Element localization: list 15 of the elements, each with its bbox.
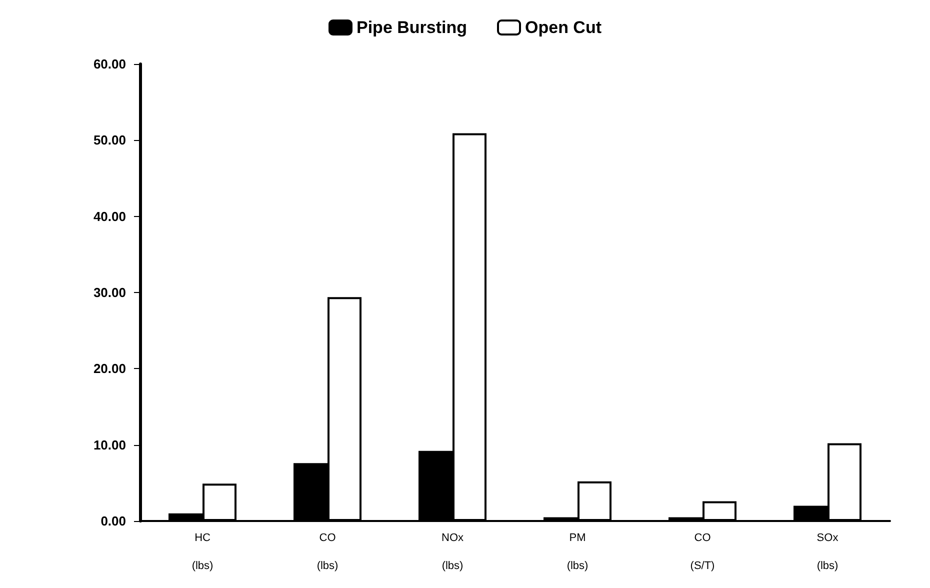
y-tick-label: 40.00	[93, 208, 126, 224]
legend-label: Pipe Bursting	[356, 18, 468, 37]
category-label: CO (lbs)	[316, 532, 338, 572]
y-tick-label: 60.00	[93, 56, 126, 72]
y-tick-label: 30.00	[93, 285, 126, 300]
y-tick-label: 50.00	[93, 132, 126, 148]
y-tick-label: 10.00	[93, 437, 126, 452]
category-label: HC (lbs)	[192, 532, 214, 572]
category-label: CO (S/T)	[690, 532, 715, 572]
legend-label: Open Cut	[525, 18, 602, 37]
category-label: NOx (lbs)	[442, 532, 464, 572]
category-label: SOx (lbs)	[816, 532, 838, 572]
y-tick-label: 0.00	[100, 514, 126, 528]
category-label: PM (lbs)	[566, 532, 588, 572]
y-tick-label: 20.00	[93, 361, 126, 376]
